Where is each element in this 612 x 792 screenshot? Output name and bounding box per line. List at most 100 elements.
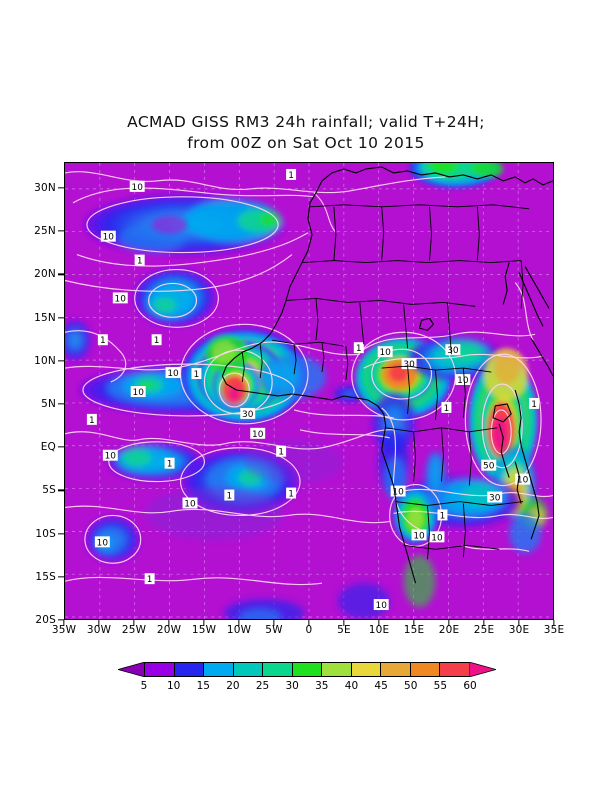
chart-title-line-1: ACMAD GISS RM3 24h rainfall; valid T+24H…: [127, 113, 485, 131]
colorbar-tick-label: 45: [374, 680, 388, 692]
y-axis-tick-label: 20N: [34, 268, 56, 281]
colorbar-segment: [351, 663, 382, 676]
x-axis-tick-mark: [308, 620, 310, 626]
svg-text:1: 1: [444, 404, 450, 414]
x-axis-tick-label: 30W: [86, 624, 112, 636]
x-axis-tick-label: 35W: [51, 624, 77, 636]
y-axis-tick-label: 10S: [35, 527, 56, 540]
x-axis-tick-label: 20E: [438, 624, 460, 636]
colorbar-tick-label: 20: [226, 680, 240, 692]
rainfall-map: 10 10 1 10 1 1 10 1 10 30 10 1 10 1 1 1 …: [65, 163, 553, 619]
svg-text:10: 10: [379, 348, 391, 358]
svg-text:10: 10: [517, 476, 529, 486]
x-axis-tick-label: 25W: [121, 624, 147, 636]
y-axis-tick-label: 20S: [35, 614, 56, 626]
colorbar-segment: [204, 663, 234, 676]
x-axis-tick-label: 5E: [337, 624, 351, 636]
colorbar-segments: [144, 662, 470, 677]
x-axis-tick-label: 15W: [191, 624, 217, 636]
chart-title: ACMAD GISS RM3 24h rainfall; valid T+24H…: [0, 112, 612, 154]
x-axis-tick-label: 10E: [368, 624, 390, 636]
x-axis-tick-label: 0: [305, 624, 313, 636]
colorbar-over-arrow: [469, 662, 496, 677]
svg-text:1: 1: [137, 257, 143, 267]
y-axis-tick-mark: [58, 230, 64, 232]
y-axis-tick-label: 10N: [34, 354, 56, 367]
y-axis-tick-label: 15N: [34, 311, 56, 324]
svg-text:30: 30: [242, 410, 254, 420]
svg-text:10: 10: [103, 233, 115, 243]
y-axis-tick-mark: [58, 360, 64, 362]
colorbar-segment: [381, 663, 411, 676]
y-axis-tick-label: 15S: [35, 570, 56, 583]
colorbar-segment: [440, 663, 470, 676]
x-axis-tick-mark: [378, 620, 380, 626]
colorbar-tick-label: 15: [196, 680, 210, 692]
x-axis-tick-label: 15E: [403, 624, 425, 636]
coastlines-and-borders: [221, 166, 553, 584]
svg-text:1: 1: [167, 460, 173, 470]
colorbar-tick-label: 5: [140, 680, 148, 692]
svg-text:10: 10: [431, 533, 443, 543]
x-axis-tick-mark: [273, 620, 275, 626]
svg-text:10: 10: [132, 183, 144, 193]
svg-text:10: 10: [376, 601, 388, 611]
colorbar-tick-label: 10: [166, 680, 181, 692]
svg-text:1: 1: [531, 400, 537, 410]
y-axis-tick-mark: [58, 403, 64, 405]
svg-text:1: 1: [194, 370, 200, 380]
contour-labels: 10 10 1 10 1 1 10 1 10 30 10 1 10 1 1 1 …: [86, 168, 540, 611]
y-axis-tick-mark: [58, 532, 64, 535]
svg-text:10: 10: [413, 531, 425, 541]
x-axis-tick-label: 30E: [508, 624, 530, 636]
svg-text:10: 10: [167, 369, 179, 379]
svg-text:10: 10: [392, 488, 404, 498]
colorbar-segment: [292, 663, 323, 676]
y-axis-tick-mark: [58, 576, 64, 578]
colorbar-segment: [145, 663, 175, 676]
colorbar-segment: [322, 663, 352, 676]
x-axis-tick-label: 20W: [156, 624, 182, 636]
svg-text:1: 1: [147, 575, 153, 585]
svg-text:30: 30: [489, 494, 501, 504]
x-axis-tick-mark: [343, 620, 345, 626]
y-axis-tick-label: EQ: [40, 441, 56, 454]
contour-lines: [65, 171, 553, 586]
x-axis-tick-label: 5W: [265, 624, 283, 636]
colorbar-tick-label: 35: [315, 680, 329, 692]
y-axis-tick-label: 30N: [34, 181, 56, 194]
x-axis-tick-mark: [413, 620, 415, 626]
x-axis-tick-mark: [483, 620, 485, 626]
y-axis-tick-label: 5N: [41, 397, 56, 410]
y-axis-tick-label: 25N: [34, 225, 56, 238]
y-axis-tick-mark: [58, 619, 64, 621]
y-axis-tick-mark: [58, 446, 64, 448]
svg-text:1: 1: [288, 490, 294, 500]
x-axis-tick-mark: [63, 620, 65, 626]
colorbar-tick-label: 25: [255, 680, 270, 692]
colorbar-segment: [263, 663, 293, 676]
x-axis-tick-mark: [518, 620, 520, 626]
svg-text:1: 1: [154, 336, 160, 346]
y-axis-tick-label: 5S: [42, 484, 56, 497]
x-axis-tick-mark: [203, 620, 205, 626]
x-axis-tick-label: 25E: [473, 624, 495, 636]
colorbar-tick-label: 50: [404, 680, 418, 692]
x-axis-tick-mark: [448, 620, 450, 626]
y-axis-tick-mark: [58, 316, 64, 319]
colorbar-segment: [174, 663, 205, 676]
svg-text:10: 10: [252, 430, 264, 440]
svg-text:1: 1: [288, 171, 294, 181]
svg-text:10: 10: [115, 294, 127, 304]
svg-text:10: 10: [457, 376, 469, 386]
y-axis-tick-mark: [58, 187, 64, 189]
svg-text:1: 1: [100, 336, 106, 346]
x-axis-tick-mark: [168, 620, 170, 626]
colorbar-tick-label: 60: [463, 680, 477, 692]
colorbar-segment: [233, 663, 264, 676]
colorbar-tick-label: 55: [433, 680, 448, 692]
x-axis-tick-mark: [238, 620, 240, 626]
svg-text:1: 1: [89, 416, 95, 426]
svg-text:1: 1: [356, 344, 362, 354]
svg-text:30: 30: [403, 360, 415, 370]
